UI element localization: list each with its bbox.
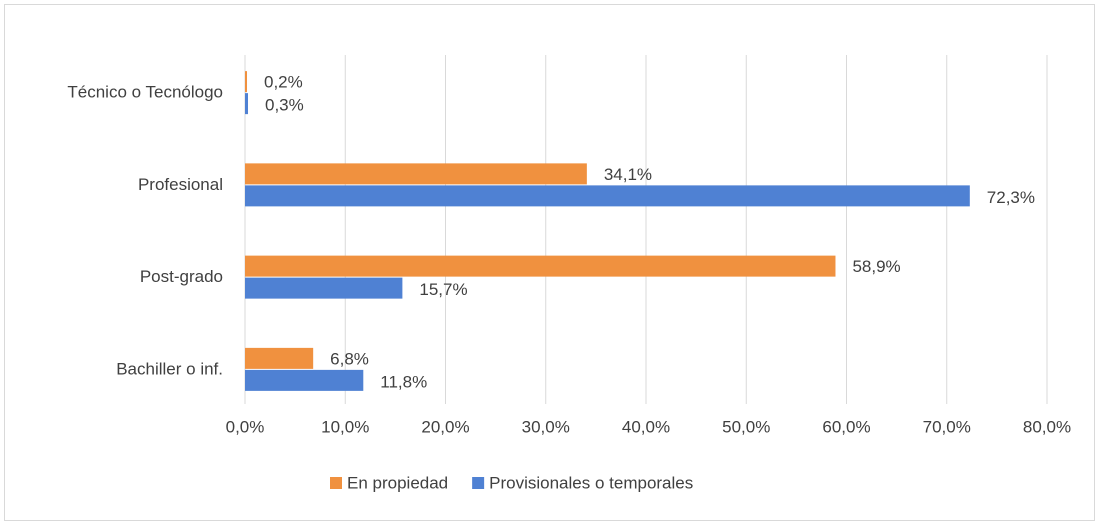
- x-tick-label: 40,0%: [622, 417, 670, 436]
- bar: [245, 163, 587, 185]
- x-tick-label: 30,0%: [522, 417, 570, 436]
- bar: [245, 93, 249, 115]
- bar: [245, 347, 314, 369]
- bar: [245, 369, 364, 391]
- bar: [245, 277, 403, 299]
- x-tick-label: 60,0%: [822, 417, 870, 436]
- value-label: 0,2%: [264, 73, 303, 92]
- value-label: 0,3%: [265, 96, 304, 115]
- bar: [245, 71, 248, 93]
- y-tick-label: Técnico o Tecnólogo: [67, 83, 223, 102]
- value-label: 58,9%: [852, 257, 900, 276]
- value-label: 72,3%: [987, 188, 1035, 207]
- x-tick-label: 80,0%: [1023, 417, 1071, 436]
- x-tick-label: 70,0%: [923, 417, 971, 436]
- y-tick-label: Post-grado: [140, 267, 223, 286]
- value-label: 15,7%: [419, 280, 467, 299]
- value-label: 34,1%: [604, 165, 652, 184]
- x-tick-label: 10,0%: [321, 417, 369, 436]
- x-tick-label: 20,0%: [421, 417, 469, 436]
- legend-label: Provisionales o temporales: [489, 473, 693, 492]
- x-tick-label: 50,0%: [722, 417, 770, 436]
- bar: [245, 185, 970, 207]
- bar: [245, 255, 836, 277]
- legend-label: En propiedad: [347, 473, 448, 492]
- y-tick-label: Bachiller o inf.: [116, 359, 223, 378]
- y-tick-label: Profesional: [138, 175, 223, 194]
- legend-swatch: [472, 477, 485, 489]
- legend-swatch: [330, 477, 342, 489]
- x-tick-label: 0,0%: [226, 417, 265, 436]
- value-label: 11,8%: [380, 372, 427, 391]
- value-label: 6,8%: [330, 349, 369, 368]
